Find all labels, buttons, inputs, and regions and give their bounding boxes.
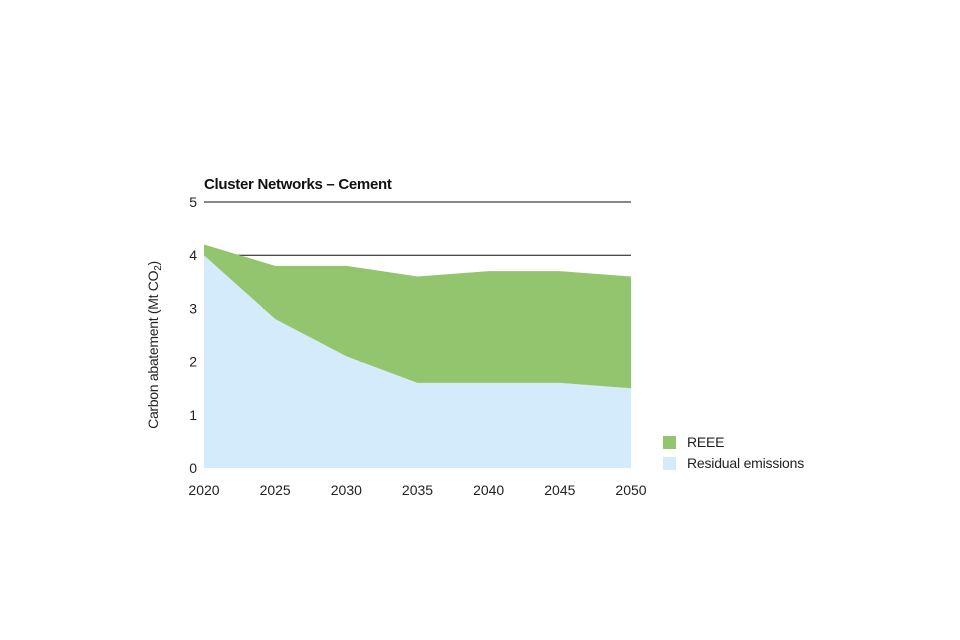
x-tick-label-2020: 2020 [188,482,219,498]
y-tick-label-2: 2 [189,354,197,370]
legend-label-residual-emissions: Residual emissions [687,455,804,471]
y-axis-label-main: Carbon abatement (Mt CO [145,270,161,428]
y-tick-label-1: 1 [189,407,197,423]
y-axis-label-close: ) [145,261,161,265]
x-tick-label-2035: 2035 [402,482,433,498]
y-tick-label-5: 5 [189,194,197,210]
x-tick-label-2050: 2050 [615,482,646,498]
y-axis-ticks: 0 1 2 3 4 5 [189,194,197,476]
chart-title: Cluster Networks – Cement [204,176,392,193]
x-tick-label-2025: 2025 [260,482,291,498]
x-tick-label-2040: 2040 [473,482,504,498]
legend-label-reee: REEE [687,434,724,450]
y-axis-label: Carbon abatement (Mt CO2) [145,261,164,429]
area-series [204,244,631,468]
y-tick-label-3: 3 [189,300,197,316]
residual-emissions-area [204,255,631,468]
y-axis-label-subscript: 2 [153,265,164,271]
y-tick-label-0: 0 [189,460,197,476]
legend-swatch-residual-emissions [663,457,676,470]
legend: REEE Residual emissions [663,434,804,471]
x-axis-ticks: 2020 2025 2030 2035 2040 2045 2050 [188,482,646,498]
x-tick-label-2045: 2045 [544,482,575,498]
y-tick-label-4: 4 [189,247,197,263]
x-tick-label-2030: 2030 [331,482,362,498]
legend-swatch-reee [663,436,676,449]
reee-area [204,244,631,389]
